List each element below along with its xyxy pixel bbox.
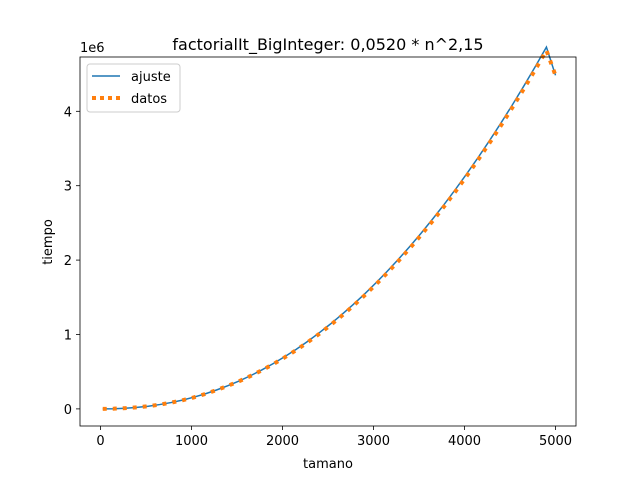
x-tick-label: 5000: [539, 434, 572, 449]
axes-frame: [79, 56, 577, 427]
legend-label-ajuste: ajuste: [131, 70, 171, 85]
legend-label-datos: datos: [131, 92, 167, 107]
y-axis-label: tiempo: [41, 219, 56, 265]
x-tick-label: 4000: [448, 434, 481, 449]
x-axis-label: tamano: [303, 457, 353, 472]
y-tick-label: 0: [64, 403, 72, 418]
x-tick-label: 1000: [175, 434, 208, 449]
y-tick-label: 4: [64, 105, 72, 120]
y-tick-label: 2: [64, 254, 72, 269]
chart-title: factorialIt_BigInteger: 0,0520 * n^2,15: [172, 35, 483, 55]
legend: ajuste datos: [86, 63, 181, 113]
y-offset-text: 1e6: [80, 41, 105, 56]
x-axis: 0 1000 2000 3000 4000 5000: [96, 426, 572, 449]
series-line-ajuste: [102, 45, 557, 410]
x-tick-label: 2000: [266, 434, 299, 449]
x-tick-label: 3000: [357, 434, 390, 449]
x-tick-label: 0: [96, 434, 104, 449]
y-tick-label: 1: [64, 328, 72, 343]
plot-area: [102, 45, 558, 411]
y-tick-label: 3: [64, 180, 72, 195]
y-axis: 0 1 2 3 4: [64, 105, 80, 418]
